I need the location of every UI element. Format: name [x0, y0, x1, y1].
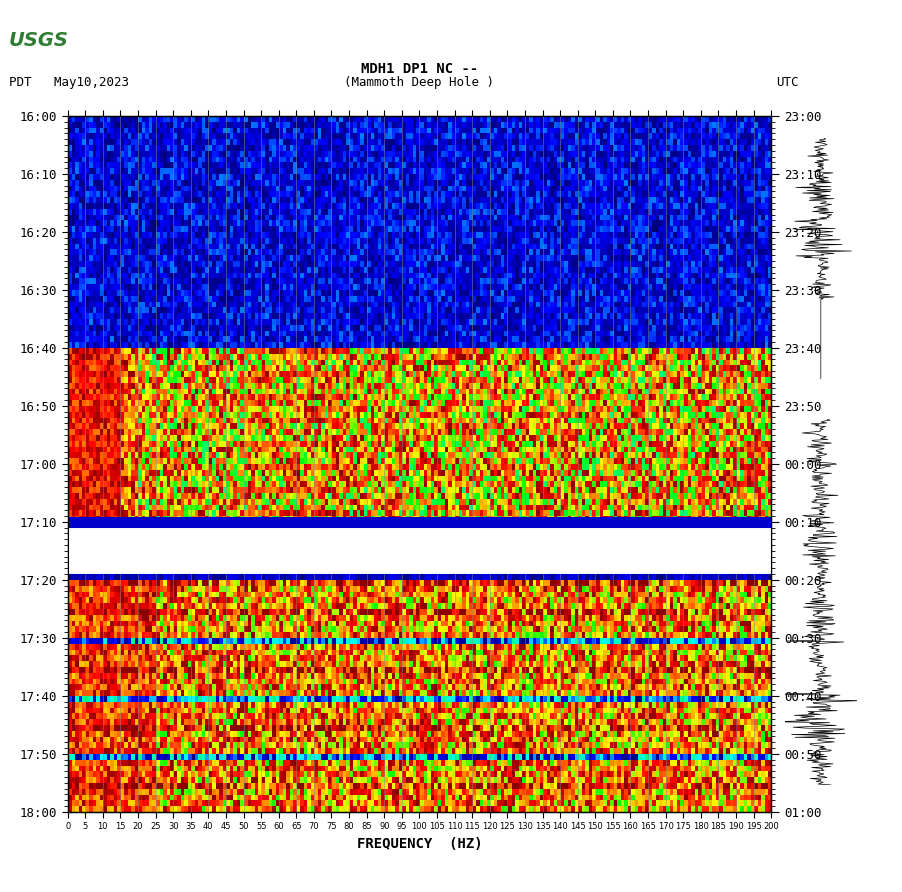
X-axis label: FREQUENCY  (HZ): FREQUENCY (HZ) — [356, 837, 483, 851]
Text: MDH1 DP1 NC --: MDH1 DP1 NC -- — [361, 62, 478, 76]
Text: PDT   May10,2023: PDT May10,2023 — [9, 76, 129, 89]
Bar — [68, 528, 771, 574]
Text: USGS: USGS — [9, 31, 69, 50]
Text: UTC: UTC — [776, 76, 798, 89]
Text: (Mammoth Deep Hole ): (Mammoth Deep Hole ) — [345, 76, 494, 89]
